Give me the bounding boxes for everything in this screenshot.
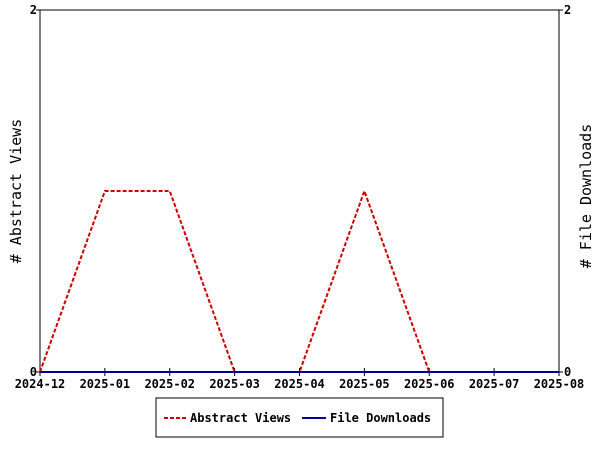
- y-axis-title-right: # File Downloads: [577, 124, 595, 269]
- legend-label-abstract-views: Abstract Views: [190, 411, 291, 425]
- x-tick-label: 2025-01: [80, 377, 131, 391]
- x-tick-label: 2025-08: [534, 377, 585, 391]
- y-left-tick-label: 0: [30, 365, 37, 379]
- x-tick-label: 2024-12: [15, 377, 66, 391]
- x-tick-label: 2025-04: [274, 377, 325, 391]
- y-left-tick-label: 2: [30, 3, 37, 17]
- legend-box: [155, 397, 444, 438]
- y-right-tick-label: 2: [564, 3, 571, 17]
- x-tick-label: 2025-05: [339, 377, 390, 391]
- y-axis-ticks: 0 2 0 2: [30, 3, 571, 379]
- x-axis-ticks: 2024-12 2025-01 2025-02 2025-03 2025-04 2025-…: [15, 368, 585, 391]
- y-right-tick-label: 0: [564, 365, 571, 379]
- x-tick-label: 2025-06: [404, 377, 455, 391]
- x-tick-label: 2025-03: [209, 377, 260, 391]
- x-tick-label: 2025-07: [469, 377, 520, 391]
- y-axis-title-left: # Abstract Views: [7, 119, 25, 264]
- series-layer: [39, 188, 559, 373]
- x-tick-label: 2025-02: [144, 377, 195, 391]
- legend-label-file-downloads: File Downloads: [330, 411, 431, 425]
- legend: Abstract Views File Downloads: [155, 397, 444, 438]
